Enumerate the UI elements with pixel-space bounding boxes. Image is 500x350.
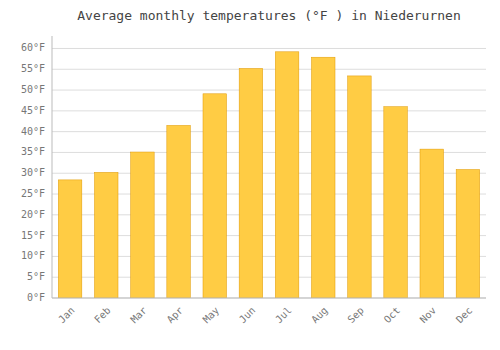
bar [58,180,82,298]
y-axis-line [52,36,53,298]
y-tick-label: 60°F [21,42,45,53]
bar [311,57,335,298]
x-tick-label: Jun [237,305,258,326]
x-tick-label: Nov [418,305,439,326]
x-tick-label: Oct [382,305,403,326]
grid-line [52,90,486,91]
chart-title: Average monthly temperatures (°F ) in Ni… [77,8,461,23]
grid-line [52,131,486,132]
grid-line [52,298,486,299]
x-tick-label: Apr [165,305,186,326]
bar [239,68,263,298]
bar [131,152,155,298]
y-tick-label: 10°F [21,250,45,261]
bar [167,125,191,298]
chart-svg: Average monthly temperatures (°F ) in Ni… [0,0,500,350]
y-tick-label: 40°F [21,126,45,137]
y-tick-label: 15°F [21,230,45,241]
y-tick-label: 20°F [21,209,45,220]
x-axis-line [52,298,486,299]
x-tick-label: Jul [273,305,294,326]
y-tick-label: 45°F [21,105,45,116]
x-axis: Jan Feb Mar Apr May Jun Jul Aug Sep Oct Nov Dec [56,305,474,326]
y-tick-label: 5°F [27,271,45,282]
y-tick-label: 55°F [21,63,45,74]
bar [348,76,372,298]
grid-line [52,48,486,49]
bar [456,169,480,298]
bar [384,107,408,298]
bar [420,149,444,298]
y-tick-label: 50°F [21,84,45,95]
x-tick-label: Aug [309,305,330,326]
bar [94,172,118,298]
y-tick-label: 25°F [21,188,45,199]
x-tick-label: Dec [454,305,475,326]
grid [52,48,486,298]
y-axis: 0°F 5°F 10°F 15°F 20°F 25°F 30°F 35°F 40°F 45°F 50… [21,36,52,303]
x-tick-label: Feb [92,305,113,326]
grid-line [52,110,486,111]
x-tick-label: Jan [56,305,77,326]
x-tick-label: May [201,305,222,326]
grid-line [52,69,486,70]
x-tick-label: Mar [128,305,149,326]
y-tick-label: 0°F [27,292,45,303]
chart-container: Average monthly temperatures (°F ) in Ni… [0,0,500,350]
y-tick-label: 30°F [21,167,45,178]
y-tick-label: 35°F [21,146,45,157]
bar [275,52,299,298]
bar [203,94,227,298]
x-tick-label: Sep [345,305,366,326]
bars [58,52,479,298]
